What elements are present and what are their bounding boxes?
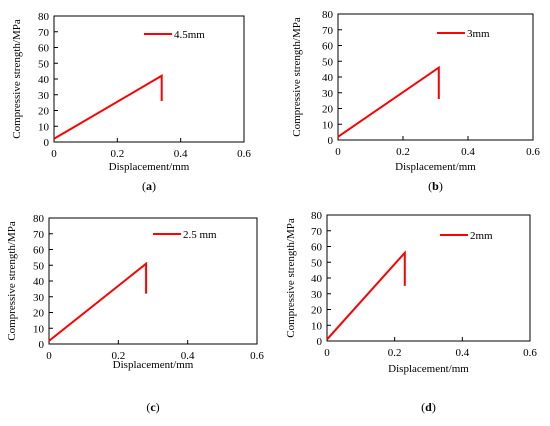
- y-axis-title-a: Compressive strength/MPa: [11, 19, 23, 139]
- y-tick-label-c: 70: [33, 229, 45, 241]
- panel-label-close-paren: ): [439, 179, 443, 193]
- x-tick-label-c: 0.2: [111, 350, 125, 362]
- legend-label-a: 4.5mm: [174, 29, 205, 41]
- x-tick-label-a: 0.4: [174, 148, 188, 160]
- panel-label-close-paren: ): [432, 400, 436, 414]
- series-line-b: [337, 65, 440, 138]
- y-tick-label-d: 80: [311, 210, 323, 222]
- panel-label-open-paren: (: [421, 400, 425, 414]
- panel-label-b: (b): [428, 179, 443, 193]
- x-axis-title-d: Displacement/mm: [388, 363, 469, 375]
- y-tick-label-b: 20: [322, 104, 334, 116]
- x-tick-label-b: 0.4: [461, 146, 475, 158]
- series-line-d: [326, 250, 406, 341]
- x-tick-label-b: 0.2: [396, 146, 410, 158]
- y-tick-label-d: 30: [311, 289, 323, 301]
- x-tick-label-d: 0: [324, 347, 330, 359]
- y-tick-label-d: 0: [317, 336, 323, 348]
- y-tick-label-a: 20: [38, 106, 50, 118]
- y-tick-label-b: 60: [322, 41, 334, 53]
- x-axis-title-b: Displacement/mm: [395, 161, 476, 173]
- x-tick-label-d: 0.2: [388, 347, 402, 359]
- y-tick-label-c: 40: [33, 276, 45, 288]
- panel-label-close-paren: ): [152, 179, 156, 193]
- y-tick-label-a: 70: [38, 27, 50, 39]
- x-tick-label-a: 0.2: [110, 148, 124, 160]
- x-tick-label-d: 0.4: [455, 347, 469, 359]
- chart-panel-d: 0 10 20 30 40 50 60 70 80 0 0.2 0.4 0.6 Displacement/…: [285, 210, 537, 414]
- y-tick-label-a: 60: [38, 43, 50, 55]
- panel-label-open-paren: (: [428, 179, 432, 193]
- y-tick-label-c: 80: [33, 213, 45, 225]
- x-tick-label-c: 0.6: [250, 350, 264, 362]
- y-axis-title-c: Compressive strength/MPa: [6, 221, 18, 341]
- x-tick-label-b: 0: [335, 146, 341, 158]
- y-tick-label-b: 40: [322, 72, 334, 84]
- y-tick-label-d: 70: [311, 226, 323, 238]
- y-tick-label-a: 10: [38, 121, 50, 133]
- series-line-c: [48, 261, 148, 342]
- panel-label-d: (d): [421, 400, 436, 414]
- plot-frame-d: [326, 214, 531, 342]
- y-tick-label-d: 40: [311, 273, 323, 285]
- panel-label-letter: c: [150, 400, 156, 414]
- panel-label-letter: a: [146, 179, 152, 193]
- legend-label-c: 2.5 mm: [183, 229, 217, 241]
- x-tick-label-a: 0.6: [237, 148, 251, 160]
- panel-label-a: (a): [142, 179, 156, 193]
- y-tick-label-c: 10: [33, 323, 45, 335]
- y-tick-label-b: 80: [322, 9, 334, 21]
- panel-label-c: (c): [146, 400, 159, 414]
- panel-label-letter: d: [425, 400, 432, 414]
- y-tick-label-c: 0: [39, 339, 45, 351]
- y-tick-label-d: 20: [311, 305, 323, 317]
- x-axis-title-c: Displacement/mm: [113, 359, 194, 371]
- y-tick-label-c: 30: [33, 292, 45, 304]
- y-tick-label-a: 80: [38, 11, 50, 23]
- y-tick-label-b: 10: [322, 119, 334, 131]
- y-tick-label-c: 60: [33, 245, 45, 257]
- y-tick-label-b: 70: [322, 25, 334, 37]
- y-tick-label-a: 50: [38, 58, 50, 70]
- chart-panel-a: 0 10 20 30 40 50 60 70 80 0 0.2 0.4 0.6 Displacement/…: [11, 11, 251, 193]
- x-tick-label-d: 0.6: [523, 347, 537, 359]
- panel-label-open-paren: (: [142, 179, 146, 193]
- x-tick-label-c: 0: [46, 350, 52, 362]
- y-tick-label-c: 20: [33, 308, 45, 320]
- y-axis-title-b: Compressive strength/MPa: [291, 17, 303, 137]
- legend-label-b: 3mm: [467, 28, 490, 40]
- y-tick-label-b: 50: [322, 56, 334, 68]
- y-tick-label-b: 30: [322, 88, 334, 100]
- plot-frame-c: [48, 217, 258, 345]
- x-tick-label-a: 0: [51, 148, 57, 160]
- panel-label-close-paren: ): [156, 400, 160, 414]
- legend-label-d: 2mm: [470, 230, 493, 242]
- y-tick-label-d: 60: [311, 242, 323, 254]
- x-axis-title-a: Displacement/mm: [109, 161, 190, 173]
- plot-frame-b: [337, 13, 534, 141]
- y-tick-label-c: 50: [33, 260, 45, 272]
- y-tick-label-a: 0: [44, 137, 50, 149]
- chart-panel-c: 0 10 20 30 40 50 60 70 80 0 0.2 0.4 0.6 Displacement/…: [6, 213, 264, 414]
- panel-label-letter: b: [432, 179, 439, 193]
- y-tick-label-a: 40: [38, 74, 50, 86]
- panel-label-open-paren: (: [146, 400, 150, 414]
- x-tick-label-c: 0.4: [181, 350, 195, 362]
- x-tick-label-b: 0.6: [526, 146, 540, 158]
- y-tick-label-d: 10: [311, 320, 323, 332]
- y-tick-label-a: 30: [38, 90, 50, 102]
- series-line-a: [53, 74, 163, 140]
- y-tick-label-b: 0: [328, 135, 334, 147]
- y-axis-title-d: Compressive strength/MPa: [285, 218, 297, 338]
- chart-panel-b: 0 10 20 30 40 50 60 70 80 0 0.2 0.4 0.6 Displacement/…: [291, 9, 540, 193]
- y-tick-label-d: 50: [311, 257, 323, 269]
